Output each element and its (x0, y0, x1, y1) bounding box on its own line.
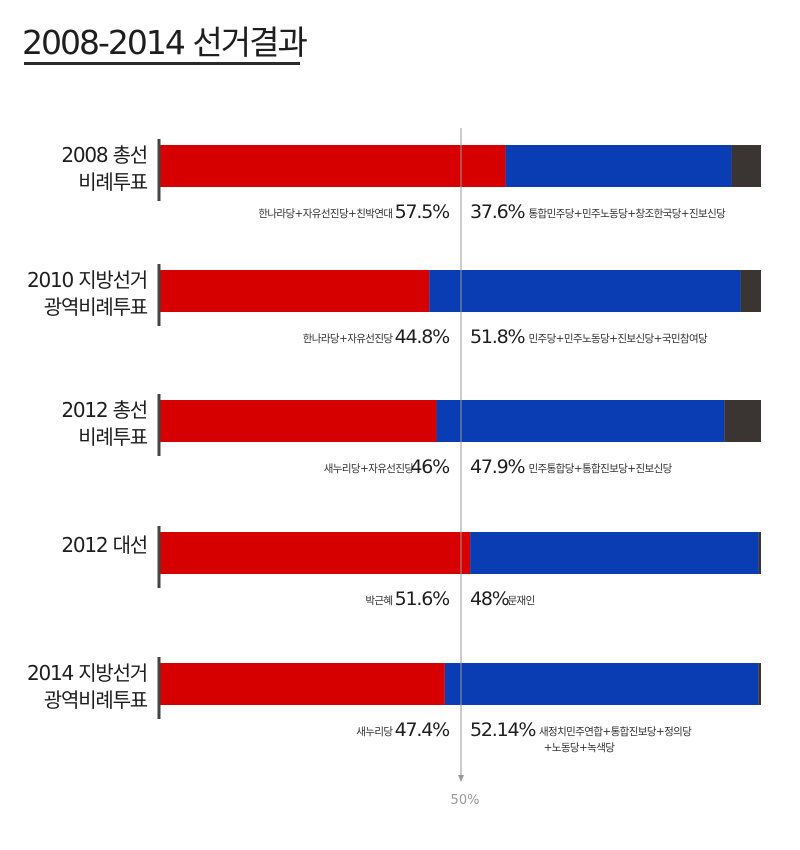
bar-left (160, 270, 430, 312)
bar-right (470, 532, 759, 574)
midline-label: 50% (451, 793, 480, 808)
bar-left (160, 145, 506, 187)
title-underline (24, 62, 300, 65)
row-label: 2010 지방선거 (27, 268, 147, 292)
left-percent: 44.8% (395, 326, 450, 348)
bar-other (758, 663, 761, 705)
left-percent: 57.5% (395, 201, 450, 223)
bar-right (505, 145, 732, 187)
bar-other (740, 270, 761, 312)
midline-arrow (458, 775, 464, 782)
right-party-label: 새정치민주연합+통합진보당+정의당 (539, 726, 692, 738)
right-party-label: 통합민주당+민주노동당+창조한국당+진보신당 (529, 208, 727, 220)
chart-title: 2008-2014 선거결과 (22, 23, 308, 62)
row-label: 2008 총선 (61, 143, 147, 167)
right-party-label-line2: +노동당+녹색당 (544, 742, 616, 754)
left-party-label: 박근혜 (365, 595, 392, 607)
left-percent: 47.4% (395, 719, 450, 741)
right-percent: 48% (470, 588, 509, 610)
right-party-label: 문재인 (508, 595, 535, 607)
right-party-label: 민주통합당+통합진보당+진보신당 (529, 463, 673, 475)
left-percent: 46% (410, 456, 449, 478)
left-party-label: 새누리당 (356, 726, 393, 738)
bar-right (429, 270, 741, 312)
right-party-label: 민주당+민주노동당+진보신당+국민참여당 (529, 333, 709, 345)
row-label: 2012 총선 (61, 398, 147, 422)
bar-right (436, 400, 725, 442)
left-party-label: 한나라당+자유선진당 (303, 333, 394, 345)
bar-left (160, 400, 437, 442)
row-label: 2014 지방선거 (27, 661, 147, 685)
right-percent: 51.8% (470, 326, 525, 348)
bar-left (160, 532, 471, 574)
bar-other (731, 145, 761, 187)
left-party-label: 새누리당+자유선진당 (324, 463, 415, 475)
bar-right (444, 663, 759, 705)
row-label: 광역비례투표 (44, 688, 148, 712)
right-percent: 52.14% (470, 719, 535, 741)
right-percent: 37.6% (470, 201, 525, 223)
bar-other (758, 532, 761, 574)
bar-left (160, 663, 445, 705)
row-label: 광역비례투표 (44, 295, 148, 319)
left-percent: 51.6% (395, 588, 450, 610)
left-party-label: 한나라당+자유선진당+친박연대 (258, 208, 392, 220)
row-label: 비례투표 (78, 425, 148, 449)
bar-other (724, 400, 761, 442)
right-percent: 47.9% (470, 456, 525, 478)
row-label: 2012 대선 (61, 533, 147, 557)
row-label: 비례투표 (78, 170, 148, 194)
